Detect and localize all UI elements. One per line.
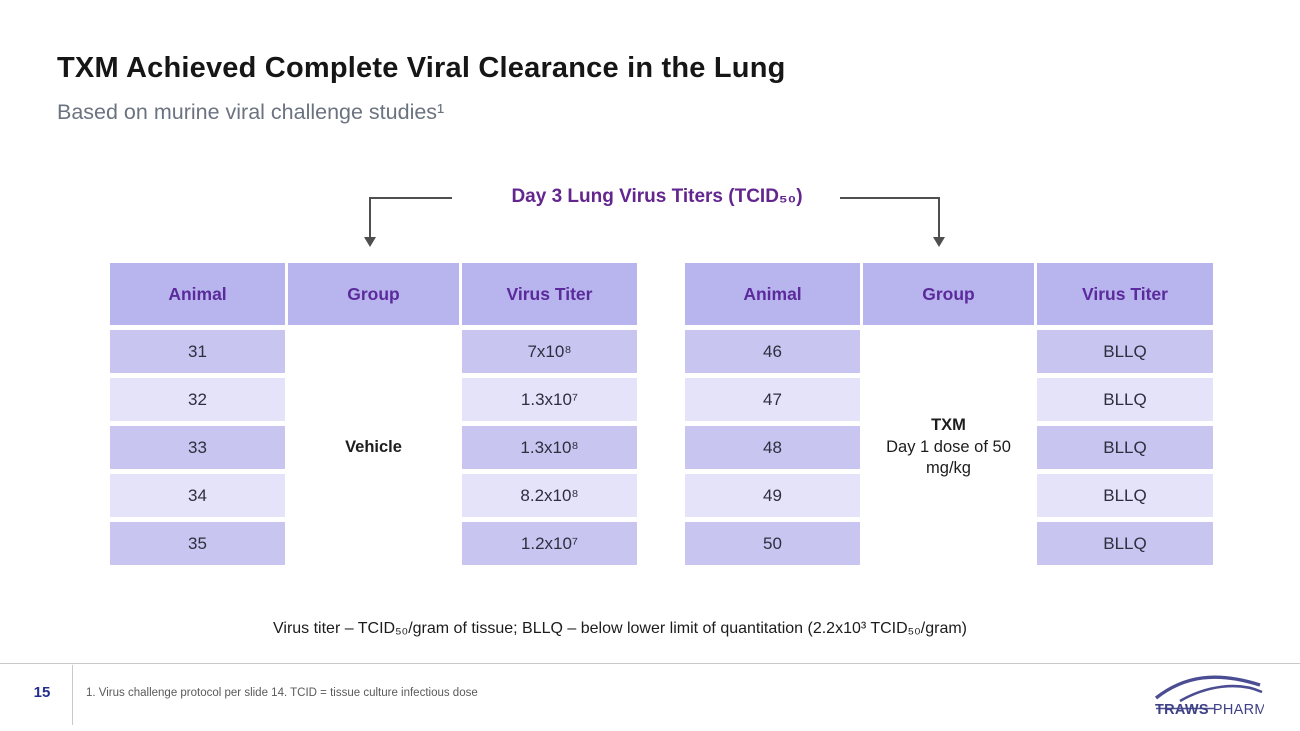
column-header-animal: Animal [685,263,860,325]
titer-cell: 7x10⁸ [462,330,637,373]
column-header-animal: Animal [110,263,285,325]
titer-cell: 1.2x10⁷ [462,522,637,565]
table-note: Virus titer – TCID₅₀/gram of tissue; BLL… [273,620,967,637]
connector-right-line-vertical [938,197,940,238]
column-header-virus-titer: Virus Titer [1037,263,1213,325]
group-label: TXM [931,415,966,434]
slide-subtitle: Based on murine viral challenge studies¹ [57,100,445,124]
traws-pharma-logo: TRAWSPHARMA [1152,666,1276,722]
titer-cell: BLLQ [1037,426,1213,469]
column-header-group: Group [863,263,1034,325]
animal-cell: 50 [685,522,860,565]
animal-cell: 49 [685,474,860,517]
connector-left-line [370,197,452,199]
annotation-label: Day 3 Lung Virus Titers (TCID₅₀) [511,186,803,207]
connector-right-line [840,197,940,199]
animal-cell: 35 [110,522,285,565]
footer-footnote: 1. Virus challenge protocol per slide 14… [86,687,478,699]
column-header-group: Group [288,263,459,325]
arrow-down-icon [364,237,376,247]
txm-table: Animal Group Virus Titer 46 47 48 49 50 … [685,263,1213,565]
titer-cell: BLLQ [1037,522,1213,565]
group-label: Vehicle [345,437,402,456]
group-sublabel: Day 1 dose of 50 mg/kg [886,437,1011,478]
titer-cell: BLLQ [1037,330,1213,373]
page-number: 15 [33,684,51,701]
column-header-virus-titer: Virus Titer [462,263,637,325]
animal-cell: 34 [110,474,285,517]
animal-cell: 31 [110,330,285,373]
footer-vertical-divider [72,665,73,725]
svg-text:TRAWSPHARMA: TRAWSPHARMA [1155,702,1264,718]
animal-cell: 48 [685,426,860,469]
logo-swoosh-icon: TRAWSPHARMA [1154,675,1276,718]
titer-cell: BLLQ [1037,474,1213,517]
connector-left-line-vertical [369,197,371,238]
animal-cell: 47 [685,378,860,421]
animal-cell: 33 [110,426,285,469]
titer-cell: 1.3x10⁷ [462,378,637,421]
titer-cell: 1.3x10⁸ [462,426,637,469]
titer-cell: BLLQ [1037,378,1213,421]
logo-text-regular: PHARMA [1213,702,1264,718]
animal-cell: 46 [685,330,860,373]
arrow-down-icon [933,237,945,247]
group-cell-vehicle: Vehicle [288,330,459,565]
logo-text-bold: TRAWS [1155,702,1209,718]
animal-cell: 32 [110,378,285,421]
slide-title: TXM Achieved Complete Viral Clearance in… [57,52,786,84]
titer-cell: 8.2x10⁸ [462,474,637,517]
group-cell-txm: TXM Day 1 dose of 50 mg/kg [863,330,1034,565]
vehicle-table: Animal Group Virus Titer 31 32 33 34 35 … [110,263,637,565]
footer-divider-line [0,663,1300,664]
